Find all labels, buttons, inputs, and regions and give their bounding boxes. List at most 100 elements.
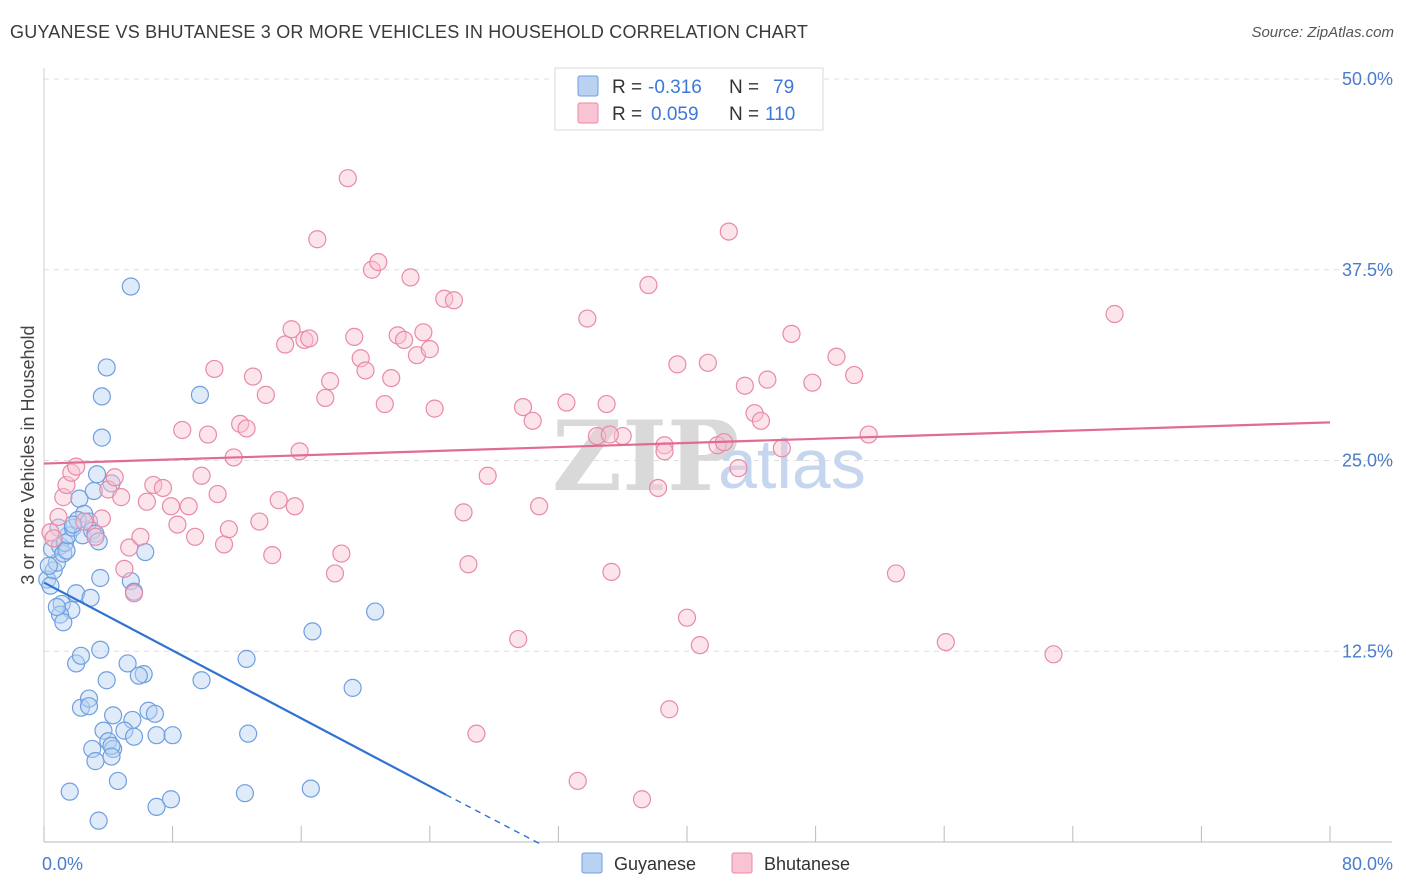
- point-bhutanese-104: [600, 425, 619, 444]
- point-bhutanese-25: [192, 466, 211, 485]
- point-bhutanese-95: [745, 404, 764, 423]
- legend-swatch-bhutanese: [577, 102, 599, 124]
- point-bhutanese-103: [859, 425, 878, 444]
- point-bhutanese-90: [698, 353, 717, 372]
- point-guyanese-40: [104, 706, 123, 725]
- point-bhutanese-2: [49, 507, 68, 527]
- point-bhutanese-80: [602, 562, 621, 581]
- legend-n-label-bhutanese: N =: [729, 104, 759, 125]
- point-bhutanese-76: [568, 771, 587, 791]
- point-bhutanese-55: [369, 253, 388, 272]
- point-guyanese-8: [57, 541, 76, 560]
- point-bhutanese-29: [214, 535, 234, 554]
- point-guyanese-54: [163, 726, 182, 745]
- y-tick-labels: 12.5% 25.0% 37.5% 50.0%: [1342, 69, 1393, 661]
- legend: R = -0.316 N = 79 R = 0.059 N = 110: [554, 67, 824, 131]
- point-guyanese-36: [129, 666, 148, 685]
- point-bhutanese-20: [161, 497, 181, 516]
- bottom-legend-swatch-bhutanese: [731, 852, 753, 874]
- point-guyanese-29: [54, 613, 73, 632]
- point-bhutanese-57: [382, 368, 401, 388]
- point-bhutanese-19: [153, 478, 173, 498]
- point-bhutanese-93: [729, 459, 748, 478]
- point-bhutanese-49: [332, 544, 351, 563]
- point-bhutanese-30: [219, 520, 238, 539]
- point-bhutanese-16: [131, 527, 150, 546]
- legend-r-value-bhutanese: 0.059: [651, 104, 699, 125]
- y-tick-label-2: 37.5%: [1342, 260, 1393, 280]
- point-bhutanese-50: [338, 169, 357, 188]
- point-bhutanese-24: [186, 527, 205, 546]
- point-guyanese-63: [343, 678, 362, 697]
- point-bhutanese-60: [401, 268, 420, 287]
- point-guyanese-60: [235, 784, 255, 803]
- point-guyanese-75: [136, 542, 155, 562]
- series-guyanese: [38, 277, 385, 830]
- point-bhutanese-42: [290, 442, 309, 461]
- bottom-legend-label-bhutanese: Bhutanese: [764, 854, 850, 874]
- point-bhutanese-64: [425, 399, 444, 418]
- bottom-legend-label-guyanese: Guyanese: [614, 854, 696, 874]
- gridlines: [44, 78, 1392, 652]
- point-guyanese-32: [91, 640, 110, 659]
- point-bhutanese-94: [735, 376, 754, 395]
- point-bhutanese-74: [530, 497, 549, 516]
- point-guyanese-27: [91, 568, 110, 588]
- y-tick-label-1: 25.0%: [1342, 451, 1393, 471]
- point-guyanese-51: [86, 752, 105, 771]
- point-bhutanese-44: [300, 329, 319, 348]
- legend-box: [554, 67, 824, 131]
- trend-line-guyanese-extension: [445, 794, 543, 846]
- y-tick-label-0: 12.5%: [1342, 641, 1393, 661]
- point-bhutanese-67: [454, 503, 473, 522]
- chart-title: GUYANESE VS BHUTANESE 3 OR MORE VEHICLES…: [10, 22, 809, 42]
- point-bhutanese-97: [758, 370, 777, 389]
- point-guyanese-70: [92, 387, 111, 406]
- point-bhutanese-87: [668, 355, 687, 374]
- point-guyanese-47: [115, 721, 134, 740]
- point-bhutanese-5: [62, 463, 81, 482]
- point-guyanese-78: [47, 597, 66, 617]
- point-bhutanese-73: [523, 411, 542, 430]
- point-bhutanese-105: [655, 442, 674, 461]
- point-guyanese-34: [118, 654, 137, 673]
- point-guyanese-62: [239, 724, 258, 743]
- point-bhutanese-36: [256, 385, 275, 404]
- point-bhutanese-68: [459, 555, 478, 574]
- point-bhutanese-69: [467, 724, 486, 743]
- point-bhutanese-48: [325, 564, 345, 583]
- point-guyanese-52: [102, 747, 121, 766]
- point-bhutanese-6: [67, 457, 86, 476]
- x-tick-label-min: 0.0%: [42, 854, 83, 874]
- point-bhutanese-15: [124, 584, 144, 603]
- point-guyanese-55: [108, 771, 128, 791]
- point-bhutanese-70: [478, 466, 497, 485]
- point-bhutanese-75: [557, 393, 576, 412]
- point-guyanese-66: [237, 649, 256, 668]
- point-bhutanese-88: [677, 608, 697, 627]
- trend-line-bhutanese: [43, 421, 1331, 465]
- point-bhutanese-51: [345, 327, 364, 346]
- point-bhutanese-38: [269, 491, 288, 510]
- point-bhutanese-62: [414, 323, 433, 342]
- point-bhutanese-63: [420, 340, 439, 359]
- watermark-zip: ZIP: [552, 400, 739, 513]
- point-bhutanese-83: [639, 275, 658, 295]
- point-bhutanese-96: [751, 411, 771, 430]
- legend-r-label-guyanese: R =: [612, 77, 642, 98]
- point-bhutanese-28: [208, 484, 227, 504]
- point-bhutanese-45: [308, 230, 327, 249]
- x-tick-label-max: 80.0%: [1342, 854, 1393, 874]
- point-bhutanese-21: [168, 515, 187, 534]
- point-bhutanese-102: [845, 365, 864, 385]
- point-bhutanese-7: [75, 512, 94, 531]
- point-bhutanese-35: [250, 512, 269, 531]
- point-guyanese-71: [97, 358, 116, 377]
- point-bhutanese-108: [936, 632, 955, 652]
- point-bhutanese-27: [205, 359, 224, 379]
- point-bhutanese-79: [597, 394, 616, 414]
- point-bhutanese-72: [513, 397, 533, 417]
- point-bhutanese-92: [719, 222, 738, 241]
- point-bhutanese-14: [120, 538, 139, 557]
